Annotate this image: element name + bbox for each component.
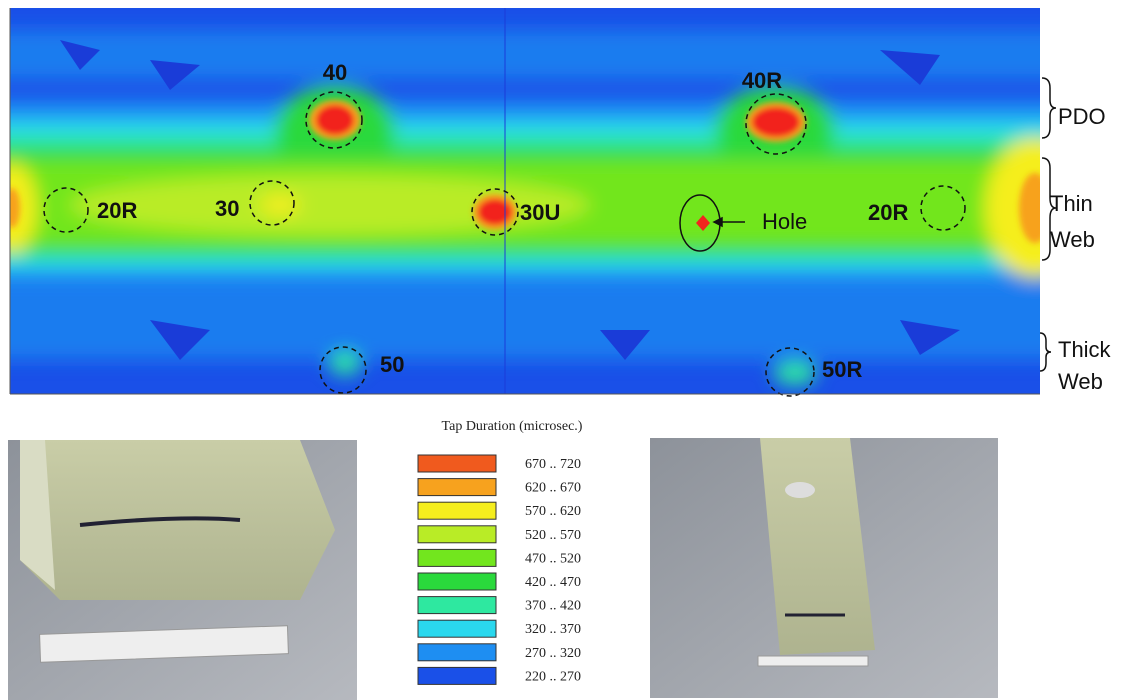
legend-swatch bbox=[418, 644, 496, 661]
legend-label: 370 .. 420 bbox=[525, 599, 581, 614]
legend-label: 670 .. 720 bbox=[525, 457, 581, 472]
map-label: 30 bbox=[215, 196, 239, 221]
photo-right bbox=[650, 438, 998, 698]
legend-label: 620 .. 670 bbox=[525, 481, 581, 496]
legend-swatch bbox=[418, 549, 496, 566]
legend-swatch bbox=[418, 455, 496, 472]
map-label: 30U bbox=[520, 200, 560, 225]
map-label: 50R bbox=[822, 357, 862, 382]
legend-title: Tap Duration (microsec.) bbox=[442, 419, 583, 434]
legend-label: 270 .. 320 bbox=[525, 646, 581, 661]
side-label: PDO bbox=[1058, 104, 1106, 129]
map-label: 50 bbox=[380, 352, 404, 377]
legend-swatch bbox=[418, 597, 496, 614]
legend-swatch bbox=[418, 479, 496, 496]
map-label: 20R bbox=[868, 200, 908, 225]
figure: 40 40R 20R 30 30U Hole 20R 50 50R PDO Th… bbox=[0, 0, 1132, 700]
legend-swatch bbox=[418, 667, 496, 684]
side-label: Thin bbox=[1050, 191, 1093, 216]
map-label: 40R bbox=[742, 68, 782, 93]
legend-label: 320 .. 370 bbox=[525, 622, 581, 637]
side-label: Web bbox=[1050, 227, 1095, 252]
legend-swatch bbox=[418, 526, 496, 543]
legend-swatch bbox=[418, 502, 496, 519]
map-label: Hole bbox=[762, 209, 807, 234]
legend-label: 520 .. 570 bbox=[525, 528, 581, 543]
legend-label: 470 .. 520 bbox=[525, 551, 581, 566]
legend-swatch bbox=[418, 573, 496, 590]
map-label: 20R bbox=[97, 198, 137, 223]
legend: 670 .. 720 620 .. 670 570 .. 620 520 .. 570… bbox=[418, 455, 581, 684]
side-label: Thick bbox=[1058, 337, 1112, 362]
legend-swatch bbox=[418, 620, 496, 637]
legend-label: 220 .. 270 bbox=[525, 669, 581, 684]
side-label: Web bbox=[1058, 369, 1103, 394]
legend-label: 420 .. 470 bbox=[525, 575, 581, 590]
photo-left bbox=[8, 440, 357, 700]
map-label: 40 bbox=[323, 60, 347, 85]
legend-label: 570 .. 620 bbox=[525, 504, 581, 519]
